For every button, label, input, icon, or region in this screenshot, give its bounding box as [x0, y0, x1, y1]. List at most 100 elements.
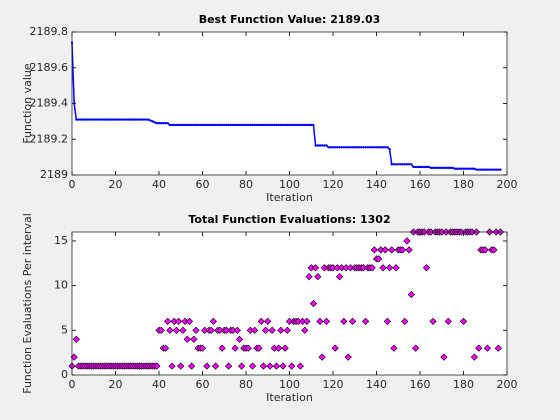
diamond-marker: [188, 362, 196, 370]
point: [290, 123, 293, 127]
point: [194, 123, 198, 127]
diamond-marker: [179, 326, 187, 334]
x-tick-label: 160: [410, 178, 431, 191]
point: [218, 123, 222, 127]
diamond-marker: [281, 344, 289, 352]
diamond-marker: [490, 246, 498, 254]
point: [490, 168, 493, 171]
diamond-marker: [259, 362, 268, 370]
point: [114, 118, 117, 121]
point: [173, 123, 176, 127]
diamond-marker: [331, 344, 339, 352]
diamond-marker: [288, 362, 296, 370]
point: [255, 123, 259, 127]
diamond-marker: [348, 317, 357, 325]
point: [240, 123, 243, 127]
x-tick-label: 200: [497, 178, 518, 191]
diamond-marker: [296, 362, 304, 370]
point: [170, 123, 174, 127]
diamond-marker: [403, 237, 411, 245]
point: [394, 163, 398, 166]
diamond-marker: [398, 246, 407, 254]
diamond-marker: [161, 344, 170, 352]
diamond-marker: [261, 326, 270, 334]
point: [473, 167, 476, 170]
point: [475, 168, 478, 171]
point: [388, 147, 391, 151]
point: [275, 123, 278, 127]
point: [146, 118, 150, 121]
diamond-marker: [390, 344, 398, 352]
diamond-marker: [494, 344, 502, 352]
diamond-marker: [211, 362, 220, 370]
point: [212, 123, 215, 127]
diamond-marker: [209, 317, 217, 325]
point: [238, 123, 241, 127]
point: [377, 146, 380, 149]
y-tick-label: 2189.2: [30, 132, 69, 145]
point: [277, 123, 280, 127]
point: [444, 166, 448, 170]
point: [331, 146, 335, 149]
point: [262, 123, 265, 127]
diamond-marker: [383, 317, 391, 325]
diamond-marker: [153, 362, 161, 370]
point: [318, 144, 322, 147]
point: [351, 146, 354, 149]
point: [266, 123, 269, 127]
diamond-marker: [301, 326, 309, 334]
point: [329, 146, 333, 149]
diamond-marker: [238, 362, 246, 370]
point: [86, 118, 89, 121]
point: [312, 123, 315, 127]
diamond-marker: [316, 317, 324, 325]
point: [90, 118, 93, 121]
point: [301, 123, 304, 127]
point: [384, 146, 387, 149]
diamond-marker: [177, 362, 185, 370]
axes-background: [72, 32, 507, 175]
point: [349, 146, 352, 149]
point: [390, 163, 393, 166]
point: [159, 121, 163, 125]
point: [320, 144, 324, 147]
x-tick-label: 0: [69, 178, 76, 191]
diamond-marker: [368, 264, 376, 272]
diamond-marker: [318, 353, 326, 361]
diamond-marker: [379, 264, 387, 272]
point: [179, 123, 182, 127]
y-tick-label: 2189: [40, 168, 68, 181]
diamond-marker: [277, 326, 285, 334]
point: [427, 165, 430, 169]
diamond-marker: [224, 362, 233, 370]
point: [497, 168, 500, 171]
point: [244, 123, 248, 127]
point: [127, 118, 130, 121]
point: [253, 123, 256, 127]
y-tick-label: 2189.4: [30, 97, 69, 110]
point: [420, 165, 424, 169]
point: [333, 146, 337, 149]
diamond-marker: [257, 317, 265, 325]
diamond-marker: [381, 246, 389, 254]
point: [151, 120, 154, 123]
point: [205, 123, 209, 127]
x-tick-label: 40: [152, 178, 166, 191]
point: [370, 146, 374, 149]
point: [316, 144, 319, 147]
point: [268, 123, 272, 127]
point: [414, 165, 417, 169]
point: [499, 168, 502, 171]
y-tick-label: 2189.6: [30, 61, 69, 74]
x-tick-label: 200: [497, 378, 518, 391]
diamond-marker: [248, 362, 257, 370]
point: [410, 163, 413, 166]
point: [279, 123, 282, 127]
point: [120, 118, 124, 121]
point: [440, 166, 443, 170]
diamond-marker: [190, 335, 198, 343]
diamond-marker: [335, 273, 344, 281]
point: [403, 163, 406, 166]
diamond-marker: [164, 317, 172, 325]
point: [270, 123, 274, 127]
